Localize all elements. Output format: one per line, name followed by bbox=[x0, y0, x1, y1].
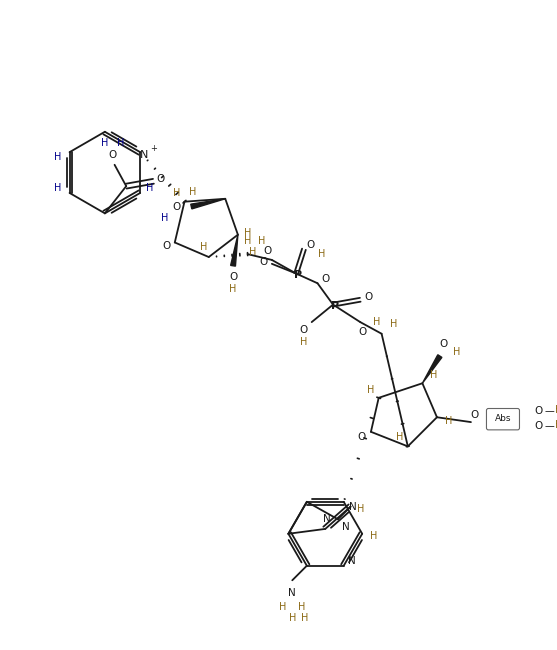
Text: O: O bbox=[300, 325, 308, 335]
Text: H: H bbox=[300, 337, 307, 346]
Text: H: H bbox=[555, 420, 557, 430]
Text: H: H bbox=[54, 152, 62, 162]
Text: H: H bbox=[258, 237, 266, 246]
Text: H: H bbox=[431, 370, 438, 380]
Polygon shape bbox=[190, 199, 225, 209]
Text: H: H bbox=[453, 347, 460, 358]
Text: O: O bbox=[439, 339, 448, 350]
Text: H: H bbox=[244, 237, 251, 246]
Text: H: H bbox=[397, 432, 404, 441]
Text: O: O bbox=[263, 246, 271, 256]
Text: O: O bbox=[358, 327, 367, 337]
Text: H: H bbox=[299, 601, 306, 612]
Text: H: H bbox=[229, 284, 237, 294]
Text: H: H bbox=[162, 213, 169, 223]
Text: H: H bbox=[373, 317, 380, 327]
Text: H: H bbox=[54, 183, 62, 193]
Text: O: O bbox=[535, 406, 543, 417]
Text: H: H bbox=[389, 319, 397, 329]
Text: H: H bbox=[289, 613, 296, 623]
Text: N: N bbox=[140, 150, 148, 160]
Text: H: H bbox=[101, 138, 109, 148]
Text: H: H bbox=[317, 249, 325, 259]
Text: O: O bbox=[321, 274, 329, 284]
Text: N: N bbox=[342, 522, 350, 532]
Text: N: N bbox=[289, 588, 296, 598]
Text: P: P bbox=[331, 300, 339, 311]
Text: O: O bbox=[306, 240, 315, 250]
Text: H: H bbox=[200, 242, 208, 252]
Text: O: O bbox=[357, 432, 365, 441]
Text: H: H bbox=[370, 530, 378, 541]
Text: H: H bbox=[249, 247, 256, 257]
Text: H: H bbox=[117, 138, 124, 148]
Text: P: P bbox=[294, 270, 302, 280]
Text: Abs: Abs bbox=[495, 413, 511, 423]
Text: O: O bbox=[259, 257, 267, 267]
FancyBboxPatch shape bbox=[486, 408, 520, 430]
Text: H: H bbox=[244, 227, 251, 238]
Text: O: O bbox=[162, 241, 170, 252]
Text: N: N bbox=[324, 514, 331, 524]
Text: O: O bbox=[364, 292, 372, 302]
Text: H: H bbox=[279, 601, 286, 612]
Text: +: + bbox=[150, 144, 157, 153]
Text: O: O bbox=[471, 410, 479, 421]
Text: H: H bbox=[301, 613, 309, 623]
Text: H: H bbox=[367, 385, 375, 395]
Text: H: H bbox=[445, 416, 452, 426]
Text: H: H bbox=[555, 406, 557, 415]
Polygon shape bbox=[231, 235, 238, 266]
Text: O: O bbox=[229, 272, 237, 282]
Text: N: N bbox=[348, 556, 355, 566]
Text: H: H bbox=[173, 188, 180, 198]
Text: O: O bbox=[109, 150, 117, 160]
Text: H: H bbox=[189, 187, 196, 197]
Polygon shape bbox=[422, 355, 442, 384]
Text: H: H bbox=[356, 504, 364, 514]
Text: O: O bbox=[173, 202, 181, 211]
Text: H: H bbox=[146, 183, 154, 193]
Text: N: N bbox=[349, 502, 356, 512]
Text: —: — bbox=[545, 421, 554, 431]
Text: O: O bbox=[535, 421, 543, 431]
Text: O: O bbox=[156, 174, 164, 185]
Text: —: — bbox=[545, 406, 554, 417]
